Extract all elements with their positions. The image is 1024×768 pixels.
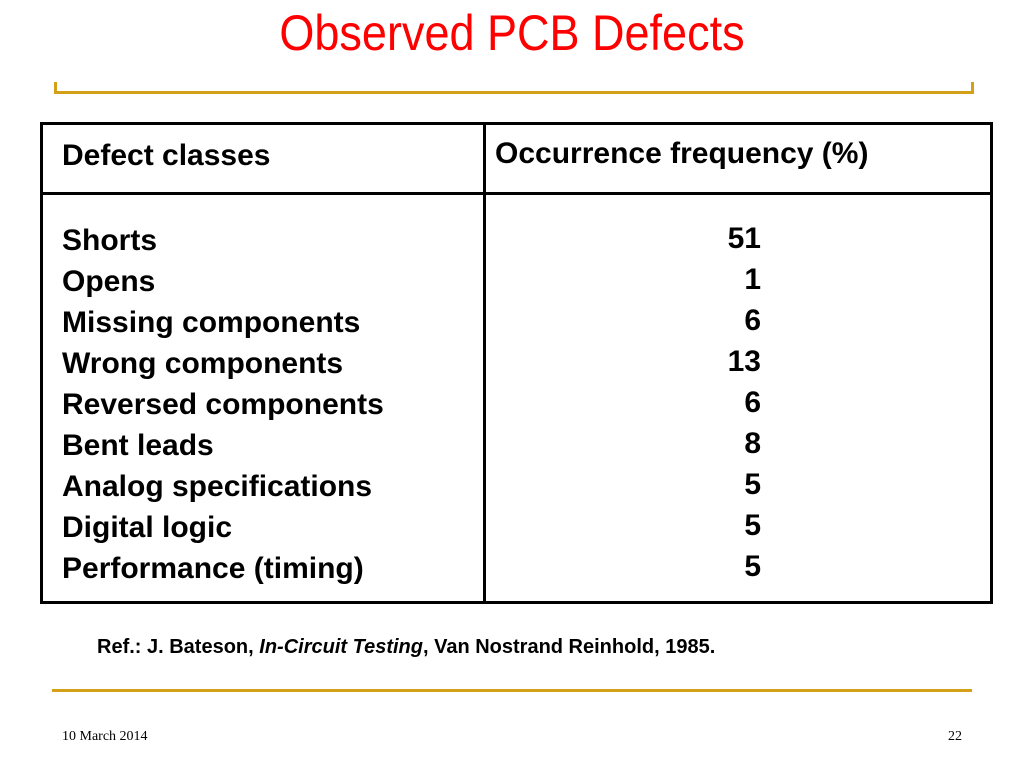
table-row-class: Analog specifications [62, 470, 373, 503]
page-number: 22 [948, 729, 962, 744]
header-occurrence-frequency: Occurrence frequency (%) [495, 137, 869, 170]
table-row-class: Shorts [62, 224, 158, 257]
title-underline-bracket [54, 82, 974, 94]
bottom-rule [52, 689, 972, 692]
footer-date: 10 March 2014 [62, 729, 148, 744]
reference-prefix: Ref.: J. Bateson, [97, 636, 260, 658]
header-defect-classes: Defect classes [62, 139, 271, 172]
defect-class-list: Shorts Opens Missing components Wrong co… [62, 220, 384, 589]
reference-book-title: In-Circuit Testing [259, 636, 423, 658]
table-row-frequency: 1 [744, 263, 761, 296]
table-row-class: Performance (timing) [62, 552, 364, 585]
table-row-class: Digital logic [62, 511, 233, 544]
table-row-frequency: 6 [744, 386, 761, 419]
table-row-class: Reversed components [62, 388, 384, 421]
reference-citation: Ref.: J. Bateson, In-Circuit Testing, Va… [97, 636, 715, 659]
frequency-list: 51 1 6 13 6 8 5 5 5 [663, 218, 761, 587]
table-row-class: Wrong components [62, 347, 344, 380]
table-row-frequency: 5 [744, 550, 761, 583]
table-row-frequency: 5 [744, 509, 761, 542]
reference-suffix: , Van Nostrand Reinhold, 1985. [422, 636, 716, 658]
table-row-frequency: 13 [727, 345, 761, 378]
defect-table: Defect classes Occurrence frequency (%) … [40, 122, 993, 604]
table-row-class: Bent leads [62, 429, 214, 462]
table-column-divider [483, 125, 486, 601]
table-row-class: Missing components [62, 306, 361, 339]
slide-title: Observed PCB Defects [279, 5, 745, 61]
table-header-divider [43, 192, 990, 195]
table-row-frequency: 6 [744, 304, 761, 337]
table-row-frequency: 5 [744, 468, 761, 501]
table-row-frequency: 51 [727, 222, 761, 255]
table-row-frequency: 8 [744, 427, 761, 460]
table-row-class: Opens [62, 265, 156, 298]
